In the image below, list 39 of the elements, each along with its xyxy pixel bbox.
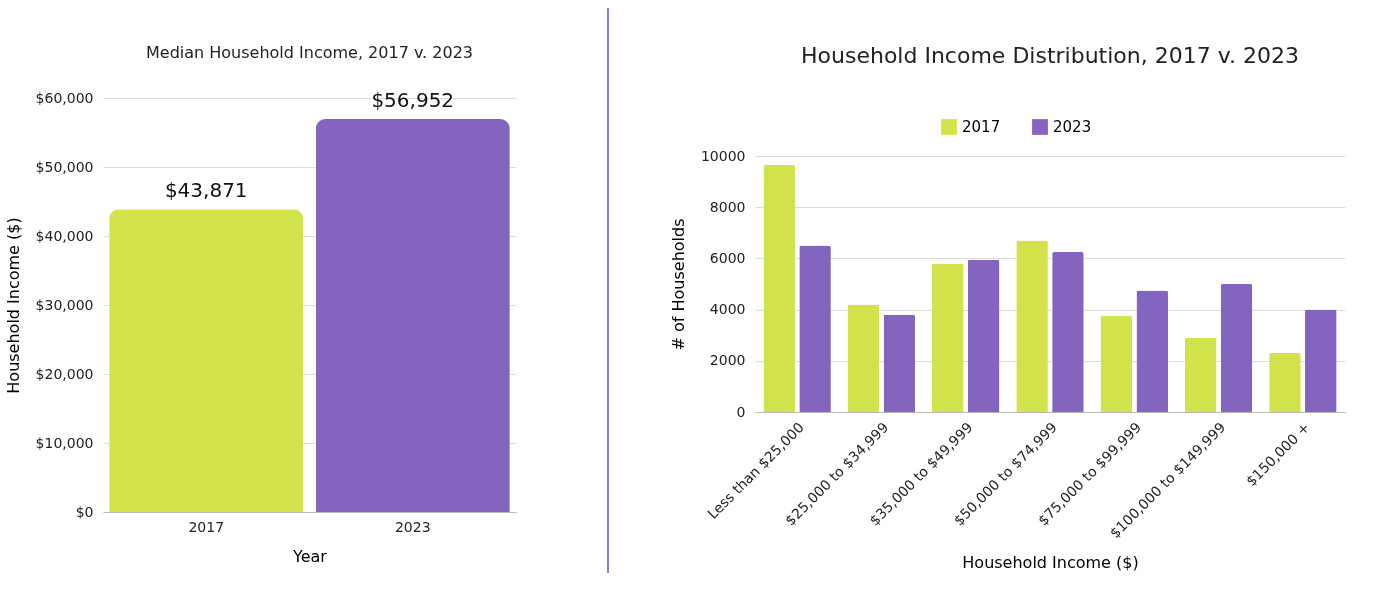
legend-label: 2017: [962, 118, 1001, 136]
x-axis-title: Year: [292, 546, 328, 566]
bar: [1136, 290, 1168, 412]
bar: [967, 259, 1000, 412]
chart-title: Median Household Income, 2017 v. 2023: [145, 43, 474, 62]
y-tick-label: 0: [736, 403, 746, 420]
y-tick-label: $50,000: [35, 158, 94, 175]
bar: [1184, 337, 1217, 412]
y-tick-label: 6000: [709, 249, 746, 266]
y-tick-label: $60,000: [35, 89, 94, 106]
y-tick-label: $40,000: [35, 227, 94, 244]
y-tick-label: $20,000: [35, 365, 94, 382]
chart-title: Household Income Distribution, 2017 v. 2023: [801, 43, 1299, 68]
y-tick-label: $10,000: [35, 434, 94, 451]
y-axis-title: # of Households: [668, 218, 688, 351]
bar: [763, 164, 795, 412]
bar: [1220, 284, 1253, 412]
y-tick-label: $30,000: [35, 296, 94, 313]
bar: [1100, 316, 1133, 412]
bar: [1052, 252, 1084, 412]
data-label: $43,871: [164, 178, 248, 203]
x-tick-label: 2017: [188, 518, 225, 535]
data-label: $56,952: [371, 88, 455, 113]
bar: [1269, 353, 1301, 412]
y-tick-label: 2000: [709, 352, 746, 369]
bar: [1016, 240, 1048, 412]
bar: [1305, 309, 1337, 412]
y-tick-label: 8000: [709, 198, 746, 215]
y-tick-label: 4000: [709, 301, 746, 318]
legend-label: 2023: [1053, 118, 1092, 136]
x-tick-label: 2023: [394, 518, 431, 535]
y-tick-label: $0: [75, 503, 94, 520]
y-tick-label: 10000: [700, 147, 746, 164]
bar: [799, 245, 831, 412]
bar: [932, 263, 964, 412]
bar: [847, 304, 880, 412]
bar: [883, 314, 916, 412]
y-axis-title: Household Income ($): [3, 217, 23, 394]
x-axis-title: Household Income ($): [962, 553, 1139, 573]
